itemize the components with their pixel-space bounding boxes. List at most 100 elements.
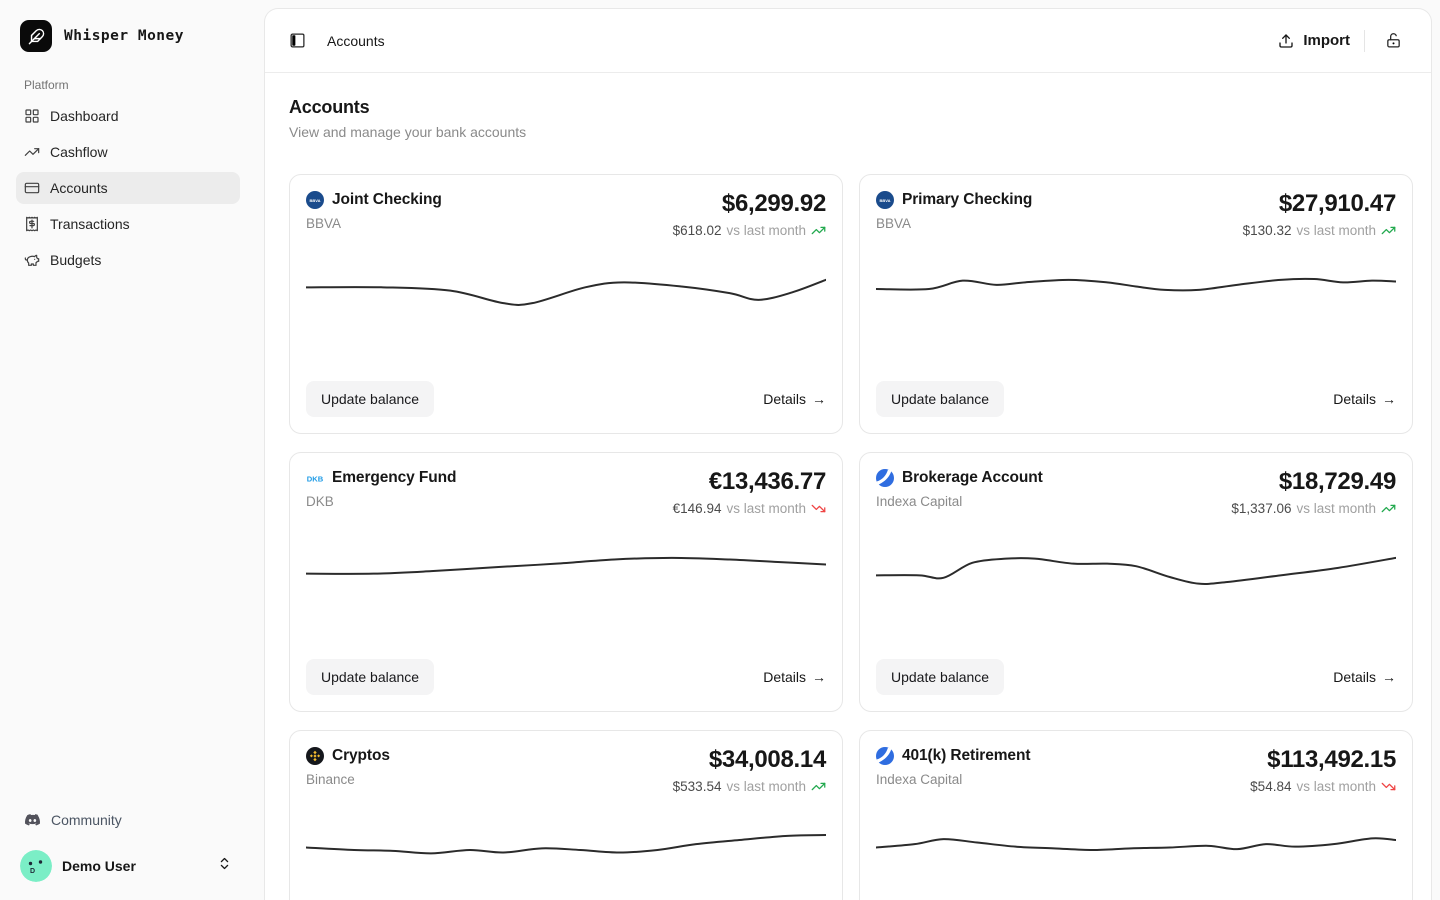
details-link[interactable]: Details → (1333, 669, 1396, 685)
balance-change: €146.94 vs last month (673, 501, 826, 516)
trending-up-icon (811, 223, 826, 238)
trending-up-icon (1381, 501, 1396, 516)
whisper-money-logo-icon (20, 20, 52, 52)
balance-change: $54.84 vs last month (1250, 779, 1396, 794)
bank-logo-icon (876, 747, 894, 765)
credit-card-icon (24, 180, 40, 196)
bank-name: BBVA (306, 216, 342, 231)
account-card: BBVA Primary Checking BBVA $27,910.47 $1… (859, 174, 1413, 434)
bank-logo-icon: DKB (306, 469, 324, 487)
sidebar-item-transactions[interactable]: Transactions (16, 208, 240, 240)
trending-down-icon (1381, 779, 1396, 794)
account-name: Primary Checking (902, 191, 1033, 208)
account-balance: $34,008.14 (708, 746, 826, 773)
app-title: Whisper Money (64, 28, 184, 44)
balance-sparkline (876, 264, 1396, 381)
sidebar-toggle-button[interactable] (283, 27, 311, 55)
panel-left-icon (289, 33, 305, 48)
bank-name: DKB (306, 494, 334, 509)
page-subtitle: View and manage your bank accounts (289, 124, 527, 140)
piggy-bank-icon (24, 252, 40, 268)
sidebar-item-budgets[interactable]: Budgets (16, 244, 240, 276)
balance-sparkline (876, 820, 1396, 900)
svg-text:BBVA: BBVA (879, 198, 890, 203)
details-link[interactable]: Details → (763, 669, 826, 685)
arrow-right-icon: → (1382, 391, 1396, 407)
balance-change: $533.54 vs last month (673, 779, 826, 794)
account-card: Cryptos Binance $34,008.14 $533.54 vs la… (289, 730, 843, 900)
details-link[interactable]: Details → (1333, 391, 1396, 407)
update-balance-button[interactable]: Update balance (306, 659, 435, 695)
bank-logo-icon (306, 747, 324, 765)
svg-text:BBVA: BBVA (309, 198, 320, 203)
update-balance-button[interactable]: Update balance (306, 381, 435, 417)
balance-sparkline (306, 820, 826, 900)
sidebar-item-community[interactable]: Community (16, 804, 240, 836)
account-card: Brokerage Account Indexa Capital $18,729… (859, 452, 1413, 712)
bank-name: BBVA (876, 216, 912, 231)
import-button[interactable]: Import (1278, 32, 1350, 49)
trending-up-icon (1381, 223, 1396, 238)
svg-text:D: D (30, 868, 35, 875)
account-balance: $113,492.15 (1267, 746, 1396, 773)
upload-icon (1278, 33, 1294, 49)
user-menu[interactable]: D Demo User (16, 844, 240, 884)
arrow-right-icon: → (1382, 669, 1396, 685)
accounts-grid: BBVA Joint Checking BBVA $6,299.92 $618.… (289, 174, 1415, 900)
account-card: DKB Emergency Fund DKB €13,436.77 €146.9… (289, 452, 843, 712)
trending-down-icon (811, 501, 826, 516)
balance-change: $130.32 vs last month (1243, 223, 1396, 238)
page-title: Accounts (289, 97, 370, 117)
bank-name: Indexa Capital (876, 772, 963, 787)
bank-logo-icon (876, 469, 894, 487)
account-balance: €13,436.77 (708, 468, 826, 495)
account-name: Emergency Fund (332, 469, 457, 486)
accounts-page: Accounts View and manage your bank accou… (265, 73, 1431, 900)
lock-open-icon (1386, 33, 1400, 48)
trending-up-icon (24, 144, 40, 160)
account-name: Cryptos (332, 747, 390, 764)
account-name: Brokerage Account (902, 469, 1043, 486)
sidebar-item-cashflow[interactable]: Cashflow (16, 136, 240, 168)
account-balance: $18,729.49 (1278, 468, 1396, 495)
user-name: Demo User (62, 858, 136, 874)
grid-icon (24, 108, 40, 124)
trending-up-icon (811, 779, 826, 794)
bank-logo-icon: BBVA (876, 191, 894, 209)
account-card: BBVA Joint Checking BBVA $6,299.92 $618.… (289, 174, 843, 434)
bank-name: Indexa Capital (876, 494, 963, 509)
sidebar-item-dashboard[interactable]: Dashboard (16, 100, 240, 132)
account-balance: $27,910.47 (1278, 190, 1396, 217)
update-balance-button[interactable]: Update balance (876, 659, 1005, 695)
account-card: 401(k) Retirement Indexa Capital $113,49… (859, 730, 1413, 900)
bank-logo-icon: BBVA (306, 191, 324, 209)
avatar: D (20, 850, 52, 882)
app-logo: Whisper Money (16, 16, 240, 56)
sidebar-section-label: Platform (24, 78, 69, 92)
sidebar-nav: Dashboard Cashflow Accounts Transactions… (16, 100, 240, 276)
divider (1364, 29, 1365, 52)
sidebar: Whisper Money Platform Dashboard Cashflo… (0, 0, 256, 900)
balance-sparkline (876, 542, 1396, 659)
svg-text:DKB: DKB (307, 475, 324, 484)
discord-icon (24, 812, 41, 829)
breadcrumb: Accounts (327, 32, 385, 49)
community-label: Community (51, 812, 122, 828)
arrow-right-icon: → (812, 669, 826, 685)
account-name: Joint Checking (332, 191, 442, 208)
arrow-right-icon: → (812, 391, 826, 407)
balance-sparkline (306, 542, 826, 659)
bank-name: Binance (306, 772, 355, 787)
lock-button[interactable] (1379, 27, 1407, 55)
account-balance: $6,299.92 (721, 190, 826, 217)
account-name: 401(k) Retirement (902, 747, 1031, 764)
balance-change: $1,337.06 vs last month (1231, 501, 1396, 516)
chevrons-up-down-icon (217, 856, 232, 876)
receipt-icon (24, 216, 40, 232)
main-panel: Accounts Import Accounts View and manage… (264, 8, 1432, 900)
sidebar-item-accounts[interactable]: Accounts (16, 172, 240, 204)
update-balance-button[interactable]: Update balance (876, 381, 1005, 417)
details-link[interactable]: Details → (763, 391, 826, 407)
balance-change: $618.02 vs last month (673, 223, 826, 238)
balance-sparkline (306, 264, 826, 381)
